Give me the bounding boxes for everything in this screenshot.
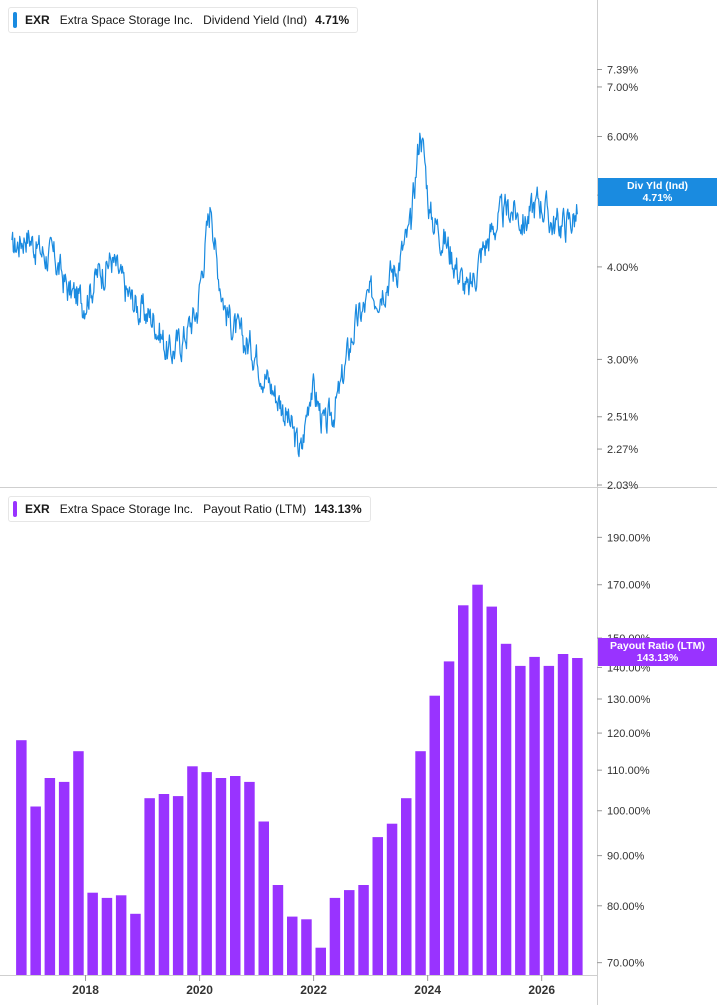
payout-ratio-bar — [115, 895, 127, 975]
payout-ratio-bar — [515, 665, 526, 975]
payout-ratio-bar — [557, 654, 569, 975]
y-tick-label: 7.39% — [607, 64, 638, 76]
y-tick-label: 7.00% — [607, 82, 638, 94]
y-tick-label: 100.00% — [607, 806, 651, 818]
legend-value: 143.13% — [314, 502, 362, 516]
legend-company: Extra Space Storage Inc. — [59, 13, 194, 27]
payout-ratio-bar — [458, 605, 469, 975]
payout-ratio-bar — [543, 665, 555, 975]
y-tick-label: 6.00% — [607, 132, 638, 144]
payout-ratio-bar — [301, 919, 312, 975]
payout-ratio-value-flag: Payout Ratio (LTM) 143.13% — [598, 638, 717, 666]
x-tick-label: 2018 — [72, 983, 99, 997]
y-tick-label: 2.27% — [607, 444, 638, 456]
y-tick-label: 2.51% — [607, 412, 638, 424]
payout-ratio-bar — [472, 584, 483, 975]
y-tick-label: 130.00% — [607, 694, 651, 706]
payout-ratio-bar — [230, 776, 241, 975]
flag-value: 4.71% — [642, 192, 673, 204]
payout-ratio-bar — [258, 821, 269, 975]
y-tick-label: 110.00% — [607, 765, 650, 777]
payout-ratio-bar — [73, 751, 84, 975]
payout-ratio-bar — [201, 772, 212, 975]
series-color-swatch — [13, 501, 17, 517]
payout-ratio-bar — [443, 661, 455, 975]
dividend-yield-legend: EXR Extra Space Storage Inc. Dividend Yi… — [8, 7, 359, 33]
payout-ratio-bar — [215, 778, 227, 975]
x-tick-label: 2026 — [528, 983, 555, 997]
flag-label: Payout Ratio (LTM) — [610, 640, 705, 652]
y-tick-label: 120.00% — [607, 728, 651, 740]
payout-ratio-bar — [16, 740, 27, 975]
payout-ratio-bar — [372, 837, 383, 975]
y-tick-label: 3.00% — [607, 354, 638, 366]
payout-ratio-bar — [287, 916, 298, 975]
payout-ratio-bar — [272, 885, 284, 975]
y-tick-label: 80.00% — [607, 901, 645, 913]
payout-ratio-bar — [358, 885, 369, 975]
payout-ratio-bar — [187, 766, 198, 975]
legend-company: Extra Space Storage Inc. — [59, 502, 194, 516]
payout-ratio-bar — [344, 890, 355, 975]
payout-ratio-bar — [158, 794, 170, 975]
payout-ratio-bar — [529, 656, 540, 975]
payout-ratio-bar — [44, 778, 56, 975]
x-tick-label: 2020 — [186, 983, 213, 997]
payout-ratio-bar — [386, 823, 398, 975]
y-tick-label: 190.00% — [607, 532, 651, 544]
legend-ticker: EXR — [25, 13, 50, 27]
payout-ratio-bar — [315, 947, 326, 975]
flag-label: Div Yld (Ind) — [626, 180, 689, 192]
payout-ratio-bar — [172, 796, 184, 975]
y-tick-label: 90.00% — [607, 851, 645, 863]
y-tick-label: 2.03% — [607, 480, 638, 492]
y-tick-label: 70.00% — [607, 958, 645, 970]
legend-metric: Dividend Yield (Ind) — [203, 13, 308, 27]
payout-ratio-legend: EXR Extra Space Storage Inc. Payout Rati… — [8, 496, 371, 522]
payout-ratio-bar — [329, 897, 341, 975]
x-tick-label: 2024 — [414, 983, 441, 997]
payout-ratio-bar — [486, 606, 497, 975]
payout-ratio-bar — [87, 892, 98, 975]
dividend-yield-line — [11, 132, 578, 458]
payout-ratio-bar — [144, 798, 155, 975]
legend-ticker: EXR — [25, 502, 50, 516]
flag-value: 143.13% — [636, 652, 679, 664]
payout-ratio-bar — [429, 695, 440, 975]
legend-metric: Payout Ratio (LTM) — [203, 502, 307, 516]
payout-ratio-bar — [244, 781, 255, 975]
payout-ratio-bar — [58, 781, 70, 975]
series-color-swatch — [13, 12, 17, 28]
legend-value: 4.71% — [315, 13, 350, 27]
y-tick-label: 170.00% — [607, 580, 651, 592]
payout-ratio-bar — [572, 658, 583, 975]
x-tick-label: 2022 — [300, 983, 327, 997]
payout-ratio-bar — [101, 897, 113, 975]
payout-ratio-bar — [415, 751, 426, 975]
payout-ratio-bar — [130, 913, 141, 975]
payout-ratio-bar — [401, 798, 412, 975]
payout-ratio-bar — [30, 806, 41, 975]
y-tick-label: 4.00% — [607, 262, 638, 274]
payout-ratio-bar — [500, 643, 512, 975]
dividend-yield-value-flag: Div Yld (Ind) 4.71% — [598, 178, 717, 206]
